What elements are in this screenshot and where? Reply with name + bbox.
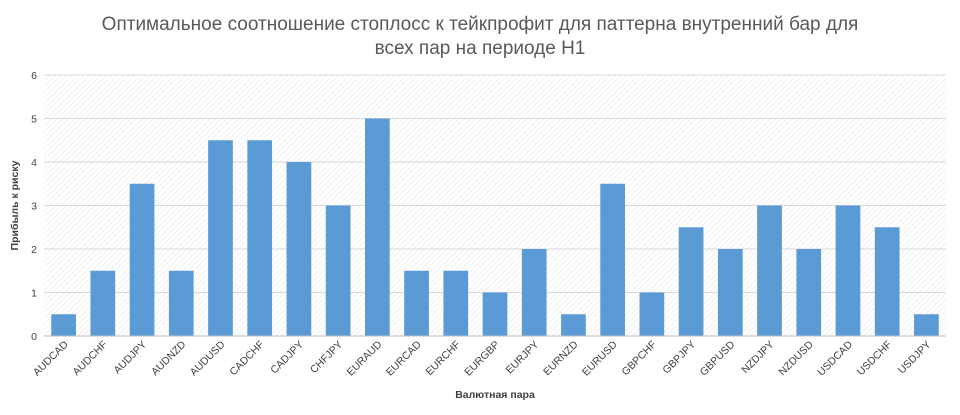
x-tick-label: EURNZD — [541, 338, 581, 378]
bar-audjpy — [129, 183, 155, 336]
y-axis-title: Прибыль к риску — [9, 160, 21, 250]
chart-title-line-2: всех пар на периоде H1 — [375, 38, 586, 59]
x-tick-label: EURJPY — [504, 339, 542, 377]
bar-chfjpy — [325, 205, 351, 336]
x-tick-label: EURCAD — [384, 338, 424, 378]
bar-euraud — [364, 118, 390, 336]
bar-cadjpy — [286, 162, 312, 336]
bar-audnzd — [168, 270, 194, 336]
x-axis-title: Валютная пара — [455, 389, 535, 401]
y-tick-label: 3 — [31, 201, 37, 213]
x-tick-label: AUDCAD — [31, 338, 71, 378]
x-tick-label: USDCAD — [815, 338, 855, 378]
y-tick-label: 1 — [31, 288, 37, 300]
x-tick-label: AUDCHF — [71, 339, 110, 378]
x-tick-label: EURUSD — [580, 338, 620, 378]
bar-eurjpy — [521, 249, 547, 336]
chart-title-line-1: Оптимальное соотношение стоплосс к тейкп… — [102, 14, 859, 35]
x-tick-label: CHFJPY — [308, 339, 345, 376]
bar-cadchf — [247, 140, 273, 336]
bar-audchf — [90, 270, 116, 336]
y-tick-label: 5 — [31, 114, 37, 126]
y-tick-label: 0 — [31, 331, 37, 343]
bar-eurnzd — [561, 314, 586, 336]
y-tick-label: 4 — [31, 157, 37, 169]
bar-nzdusd — [796, 249, 822, 336]
bar-usdcad — [835, 205, 861, 336]
x-tick-label: CADCHF — [227, 339, 266, 378]
bar-audusd — [208, 140, 233, 336]
x-tick-label: AUDNZD — [149, 338, 189, 378]
x-tick-label: EURAUD — [345, 338, 385, 378]
x-tick-label: AUDJPY — [111, 339, 149, 377]
x-axis-ticks: AUDCAD AUDCHF AUDJPY AUDNZD AUDUSD CADCHF CADJ… — [31, 338, 934, 378]
x-tick-label: NZDJPY — [739, 339, 776, 376]
bar-audcad — [51, 314, 76, 336]
x-tick-label: NZDUSD — [776, 338, 816, 378]
x-tick-label: CADJPY — [268, 339, 306, 377]
x-tick-label: EURGBP — [462, 339, 502, 379]
bar-gbpjpy — [678, 227, 704, 336]
x-tick-label: GBPCHF — [620, 339, 659, 378]
bar-usdchf — [874, 227, 900, 336]
x-tick-label: AUDUSD — [188, 338, 228, 378]
x-tick-label: GBPJPY — [660, 339, 698, 377]
gridlines — [44, 74, 946, 293]
bar-gbpusd — [717, 249, 743, 336]
x-tick-label: USDCHF — [855, 339, 894, 378]
y-axis-ticks: 0 1 2 3 4 5 6 — [31, 70, 37, 343]
bar-usdjpy — [914, 314, 939, 336]
y-tick-label: 2 — [31, 244, 37, 256]
bar-eurusd — [600, 183, 626, 336]
bar-gbpchf — [639, 292, 665, 336]
x-tick-label: GBPUSD — [698, 338, 738, 378]
bar-nzdjpy — [757, 205, 782, 336]
x-tick-label: EURCHF — [423, 339, 462, 378]
bar-eurgbp — [482, 292, 508, 336]
bar-eurcad — [404, 270, 429, 336]
x-tick-label: USDJPY — [896, 339, 934, 377]
y-tick-label: 6 — [31, 70, 37, 82]
bars — [51, 118, 939, 336]
bar-eurchf — [443, 270, 469, 336]
